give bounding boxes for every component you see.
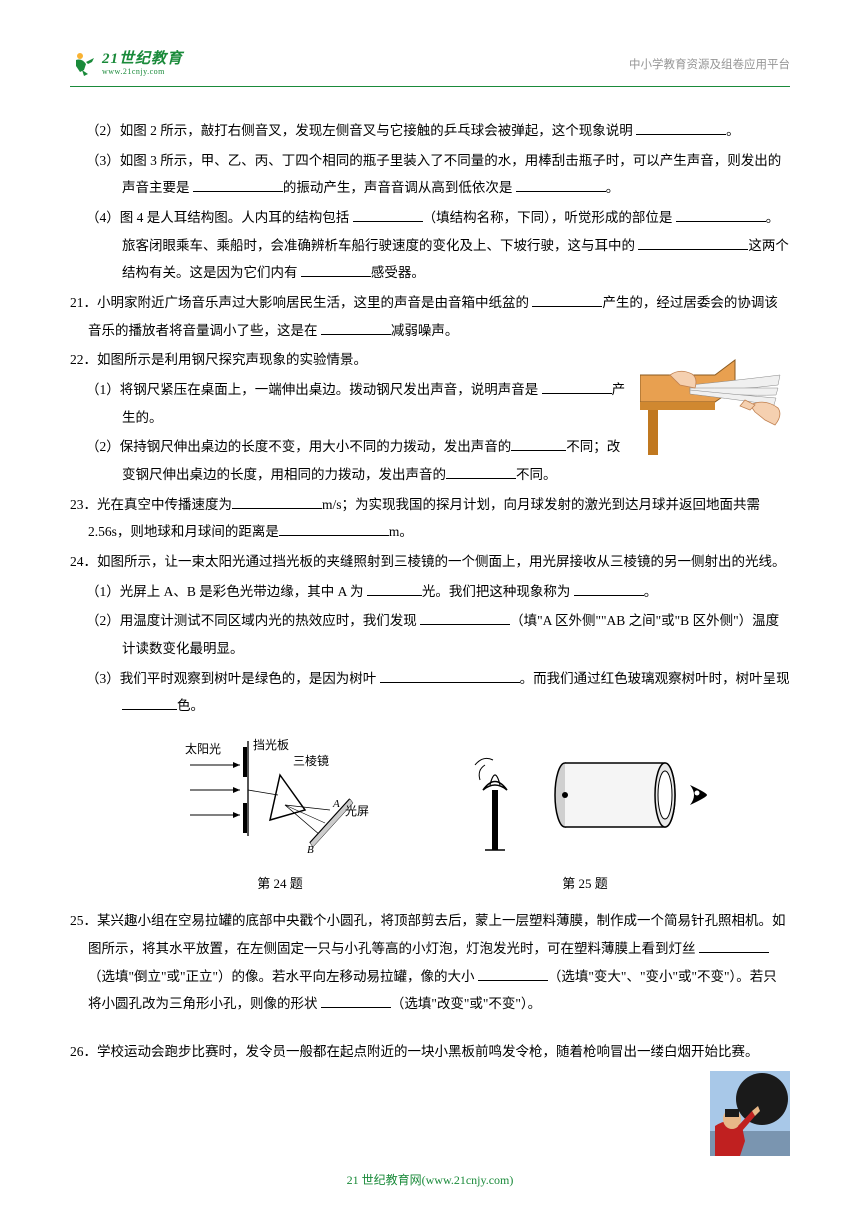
logo-main: 21世纪教育	[102, 51, 183, 68]
q23-text: 23．光在真空中传播速度为	[70, 497, 232, 512]
q26-text: 26．学校运动会跑步比赛时，发令员一般都在起点附近的一块小黑板前鸣发令枪，随着枪…	[70, 1044, 759, 1059]
label-B: B	[307, 844, 314, 855]
q24-1-text: （1）光屏上 A、B 是彩色光带边缘，其中 A 为	[86, 584, 364, 599]
q22-text: 22．如图所示是利用钢尺探究声现象的实验情景。	[70, 352, 367, 367]
blank	[532, 291, 602, 307]
content: （2）如图 2 所示，敲打右侧音叉，发现左侧音叉与它接触的乒乓球会被弹起，这个现…	[70, 117, 790, 1066]
q25: 25．某兴趣小组在空易拉罐的底部中央戳个小圆孔，将顶部剪去后，蒙上一层塑料薄膜，…	[70, 907, 790, 1018]
q21: 21．小明家附近广场音乐声过大影响居民生活，这里的声音是由音箱中纸盆的 产生的，…	[70, 289, 790, 344]
blank	[193, 176, 283, 192]
blank	[353, 206, 423, 222]
blank	[638, 234, 748, 250]
q20-3-end: 。	[606, 180, 620, 195]
blank	[542, 378, 612, 394]
blank	[446, 463, 516, 479]
blank	[699, 937, 769, 953]
header-subtitle: 中小学教育资源及组卷应用平台	[629, 56, 790, 72]
q25-c: （选填"改变"或"不变"）。	[391, 996, 541, 1011]
q24-text: 24．如图所示，让一束太阳光通过挡光板的夹缝照射到三棱镜的一个侧面上，用光屏接收…	[70, 554, 786, 569]
blank	[232, 493, 322, 509]
blank	[676, 206, 766, 222]
blank	[574, 580, 644, 596]
starter-gun-img	[710, 1071, 790, 1156]
label-A: A	[332, 798, 340, 810]
prism-diagram: 太阳光 挡光板 三棱镜 A 光屏	[185, 735, 375, 855]
blank	[279, 520, 389, 536]
q24-2-text: （2）用温度计测试不同区域内光的热效应时，我们发现	[86, 613, 417, 628]
logo-text: 21世纪教育 www.21cnjy.com	[102, 51, 183, 76]
q23-end: m。	[389, 524, 413, 539]
blank	[321, 992, 391, 1008]
label-board: 挡光板	[253, 738, 289, 752]
q22-2-end: 不同。	[516, 467, 557, 482]
figure-25: 第 25 题	[455, 735, 715, 897]
logo: 21世纪教育 www.21cnjy.com	[70, 50, 183, 78]
q26: 26．学校运动会跑步比赛时，发令员一般都在起点附近的一块小黑板前鸣发令枪，随着枪…	[70, 1038, 790, 1066]
logo-icon	[70, 50, 98, 78]
q24-3-end: 色。	[177, 698, 204, 713]
q23: 23．光在真空中传播速度为m/s；为实现我国的探月计划，向月球发射的激光到达月球…	[70, 491, 790, 546]
blank	[516, 176, 606, 192]
q25-text: 25．某兴趣小组在空易拉罐的底部中央戳个小圆孔，将顶部剪去后，蒙上一层塑料薄膜，…	[70, 913, 786, 956]
q22-1-text: （1）将钢尺紧压在桌面上，一端伸出桌边。拨动钢尺发出声音，说明声音是	[86, 382, 538, 397]
blank	[420, 609, 510, 625]
q24-3-text: （3）我们平时观察到树叶是绿色的，是因为树叶	[86, 671, 376, 686]
q21-end: 减弱噪声。	[391, 323, 459, 338]
q20-3: （3）如图 3 所示，甲、乙、丙、丁四个相同的瓶子里装入了不同量的水，用棒刮击瓶…	[70, 147, 790, 202]
q20-4: （4）图 4 是人耳结构图。人内耳的结构包括 （填结构名称，下同），听觉形成的部…	[70, 204, 790, 287]
q24-2: （2）用温度计测试不同区域内光的热效应时，我们发现 （填"A 区外侧""AB 之…	[70, 607, 790, 662]
q20-2-end: 。	[726, 123, 740, 138]
blank	[511, 435, 566, 451]
q24-1-end: 。	[644, 584, 658, 599]
q20-2-text: （2）如图 2 所示，敲打右侧音叉，发现左侧音叉与它接触的乒乓球会被弹起，这个现…	[86, 123, 633, 138]
label-screen: 光屏	[345, 804, 369, 818]
footer: 21 世纪教育网(www.21cnjy.com)	[0, 1171, 860, 1188]
label-sun: 太阳光	[185, 741, 221, 756]
header-divider	[70, 86, 790, 87]
blank	[367, 580, 422, 596]
pinhole-camera-diagram	[455, 735, 715, 855]
fig25-caption: 第 25 题	[455, 871, 715, 898]
q24-3: （3）我们平时观察到树叶是绿色的，是因为树叶 。而我们通过红色玻璃观察树叶时，树…	[70, 665, 790, 720]
blank	[122, 694, 177, 710]
fig24-caption: 第 24 题	[185, 871, 375, 898]
q20-3-mid: 的振动产生，声音音调从高到低依次是	[283, 180, 513, 195]
blank	[380, 667, 520, 683]
label-prism: 三棱镜	[293, 753, 329, 768]
q22-block: 22．如图所示是利用钢尺探究声现象的实验情景。 （1）将钢尺紧压在桌面上，一端伸…	[70, 346, 790, 490]
q20-4-end: 感受器。	[371, 265, 425, 280]
blank	[478, 965, 548, 981]
logo-sub: www.21cnjy.com	[102, 68, 183, 77]
q22-2-text: （2）保持钢尺伸出桌边的长度不变，用大小不同的力拨动，发出声音的	[86, 439, 511, 454]
q21-text: 21．小明家附近广场音乐声过大影响居民生活，这里的声音是由音箱中纸盆的	[70, 295, 529, 310]
figure-24: 太阳光 挡光板 三棱镜 A 光屏	[185, 735, 375, 897]
q24-1-mid: 光。我们把这种现象称为	[422, 584, 571, 599]
blank	[321, 319, 391, 335]
header: 21世纪教育 www.21cnjy.com 中小学教育资源及组卷应用平台	[70, 50, 790, 78]
q20-4-text: （4）图 4 是人耳结构图。人内耳的结构包括	[86, 210, 349, 225]
q25-a: （选填"倒立"或"正立"）的像。若水平向左移动易拉罐，像的大小	[88, 969, 475, 984]
blank	[636, 119, 726, 135]
q24: 24．如图所示，让一束太阳光通过挡光板的夹缝照射到三棱镜的一个侧面上，用光屏接收…	[70, 548, 790, 576]
blank	[301, 261, 371, 277]
q24-3-mid: 。而我们通过红色玻璃观察树叶时，树叶呈现	[520, 671, 790, 686]
ruler-experiment-img	[640, 350, 790, 460]
q24-1: （1）光屏上 A、B 是彩色光带边缘，其中 A 为 光。我们把这种现象称为 。	[70, 578, 790, 606]
figure-row: 太阳光 挡光板 三棱镜 A 光屏	[110, 735, 790, 897]
q20-2: （2）如图 2 所示，敲打右侧音叉，发现左侧音叉与它接触的乒乓球会被弹起，这个现…	[70, 117, 790, 145]
q20-4-a: （填结构名称，下同），听觉形成的部位是	[423, 210, 673, 225]
